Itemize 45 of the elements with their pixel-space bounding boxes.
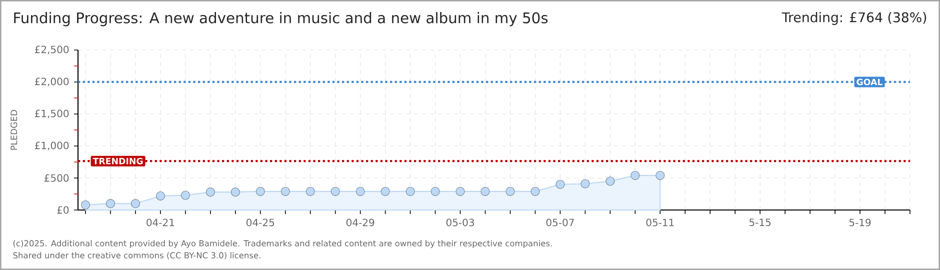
y-tick-label: £1,000 bbox=[34, 142, 69, 150]
x-tick-label: 5-19 bbox=[849, 218, 871, 226]
x-tick-label: 5-15 bbox=[750, 218, 771, 226]
x-tick-label: 04-21 bbox=[146, 218, 174, 226]
point bbox=[306, 186, 315, 196]
point bbox=[230, 188, 240, 197]
point bbox=[256, 186, 265, 196]
y-tick-label: £500 bbox=[44, 174, 69, 182]
x-tick-label: 04-29 bbox=[346, 218, 374, 226]
point bbox=[330, 186, 340, 196]
y-tick-label: £2,500 bbox=[34, 46, 69, 54]
point bbox=[630, 170, 640, 180]
text: Trending: £764 (38%) bbox=[782, 12, 926, 25]
point bbox=[430, 186, 440, 196]
point bbox=[480, 186, 490, 196]
text: Shared under the creative commons (CC BY-NC 3.0) license. bbox=[13, 252, 260, 260]
point bbox=[606, 176, 615, 186]
point bbox=[456, 186, 465, 196]
x-tick-label: 05-07 bbox=[546, 218, 574, 226]
x-tick-label: 05-03 bbox=[446, 218, 474, 226]
point bbox=[506, 186, 515, 196]
point bbox=[556, 180, 565, 189]
chart-title: Funding Progress: A new adventure in music and a new album in my 50s bbox=[14, 12, 548, 26]
x-tick-label: 05-11 bbox=[646, 218, 674, 226]
point bbox=[80, 200, 90, 210]
y-tick-label: £2,000 bbox=[34, 78, 69, 86]
point bbox=[656, 170, 665, 180]
point bbox=[406, 186, 415, 196]
y-tick-label: £1,500 bbox=[34, 110, 69, 118]
point bbox=[356, 186, 365, 196]
point bbox=[380, 186, 390, 196]
ref-line-label: GOAL bbox=[856, 78, 882, 86]
ref-line-label: TRENDING bbox=[92, 158, 143, 164]
point bbox=[580, 179, 590, 188]
point bbox=[156, 191, 165, 200]
point bbox=[280, 186, 290, 196]
point bbox=[106, 199, 116, 208]
text: (c)2025. Additional content provided by Ayo Bamidele. Trademarks and related content are owned by their respective companies. bbox=[13, 240, 552, 248]
y-tick-label: £0 bbox=[57, 206, 69, 214]
point bbox=[130, 199, 140, 208]
y-axis-title: PLEDGED bbox=[10, 110, 18, 150]
point bbox=[180, 190, 190, 200]
point bbox=[206, 188, 215, 197]
point bbox=[530, 186, 540, 196]
x-tick-label: 04-25 bbox=[246, 218, 274, 226]
